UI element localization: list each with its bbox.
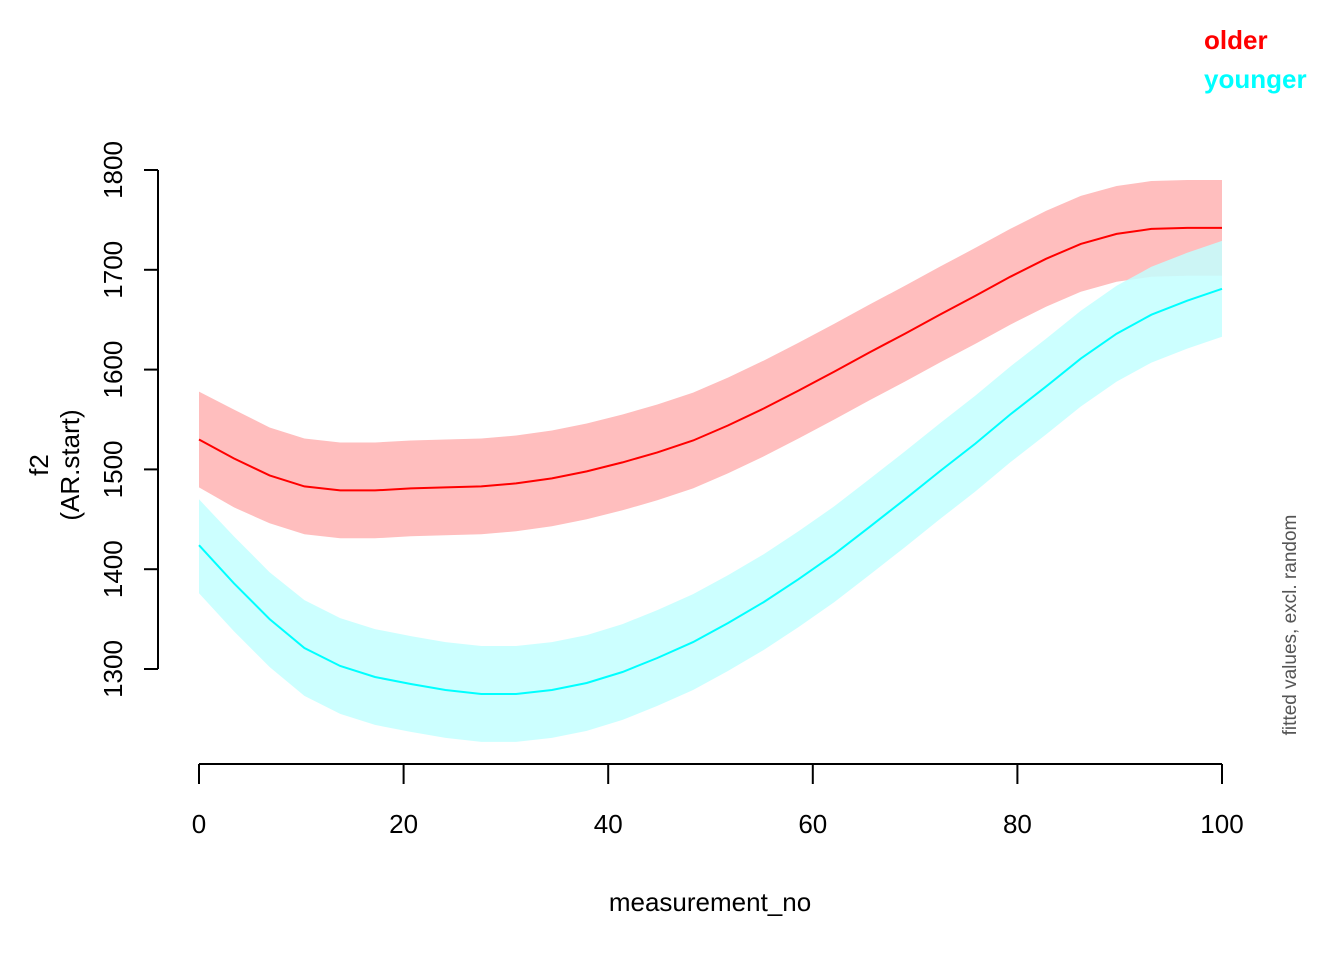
x-tick-label: 100 [1200,809,1243,839]
fitted-lines [198,226,1223,695]
x-axis: 0 20 40 60 80 100 [192,763,1244,839]
y-axis-title-line2: (AR.start) [55,409,85,520]
y-axis-title-line1: f2 [24,454,54,476]
y-tick-label: 1500 [98,440,128,498]
y-tick-label: 1600 [98,341,128,399]
x-tick-label: 20 [389,809,418,839]
line-older [198,226,1222,492]
x-axis-title: measurement_no [609,887,811,917]
y-tick-label: 1800 [98,141,128,199]
line-younger [198,287,1223,695]
x-tick-label: 60 [798,809,827,839]
legend-younger: younger [1204,64,1307,94]
legend-older: older [1204,25,1268,55]
band-older [199,180,1222,539]
confidence-bands [199,180,1222,742]
y-tick-label: 1300 [98,640,128,698]
y-axis: 1300 1400 1500 1600 1700 1800 [98,141,159,698]
x-tick-label: 0 [192,809,206,839]
y-tick-label: 1700 [98,241,128,299]
fitted-values-note: fitted values, excl. random [1280,515,1301,736]
x-tick-label: 80 [1003,809,1032,839]
x-tick-label: 40 [594,809,623,839]
legend: older younger [1204,25,1307,94]
band-younger [199,240,1222,742]
y-tick-label: 1400 [98,540,128,598]
